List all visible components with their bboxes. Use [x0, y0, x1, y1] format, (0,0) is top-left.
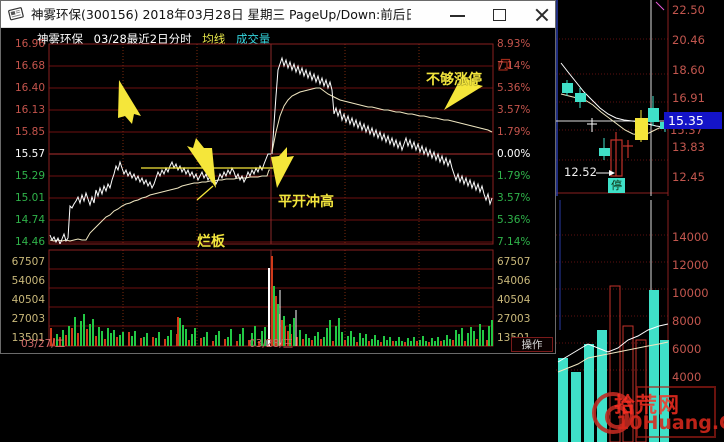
maximize-button[interactable]: [481, 1, 519, 28]
intraday-chart-area[interactable]: 神雾环保 03/28最近2日分时 均线 成交量: [1, 28, 555, 353]
window-titlebar: 神雾环保(300156) 2018年03月28日 星期三 PageUp/Down…: [1, 1, 555, 28]
chart-ma-label: 均线: [202, 32, 226, 46]
chart-range: 03/28最近2日分时: [93, 32, 192, 46]
kline-price-note: 12.52: [564, 165, 597, 179]
daily-kline-panel[interactable]: 22.50 20.46 18.60 16.91 13.83 12.45 15.3…: [556, 0, 724, 442]
operate-button[interactable]: 操作: [511, 337, 553, 352]
kline-volume-axis: 14000 12000 10000 8000 6000 4000: [672, 230, 709, 384]
intraday-window: 神雾环保(300156) 2018年03月28日 星期三 PageUp/Down…: [0, 0, 556, 354]
restore-icon-chart: [498, 58, 511, 71]
limit-up-marker: 停: [608, 178, 625, 193]
minimize-button[interactable]: [439, 1, 477, 28]
annotation-lanban: 烂板: [197, 234, 225, 250]
date-label-day2: 03/28/三: [249, 338, 294, 350]
daily-kline-plot: [556, 0, 724, 442]
kline-price-axis: 22.50 20.46 18.60 16.91 13.83 12.45: [672, 3, 705, 184]
window-title: 神雾环保(300156) 2018年03月28日 星期三 PageUp/Down…: [31, 7, 411, 22]
intraday-plot: [48, 43, 511, 347]
chart-volume-label: 成交量: [235, 32, 271, 46]
annotation-arrows: [118, 74, 483, 201]
chart-stock-name: 神雾环保: [37, 32, 83, 46]
kline-current-price-badge: 15.35: [664, 112, 722, 129]
chart-header: 神雾环保 03/28最近2日分时 均线 成交量: [37, 31, 277, 47]
date-label-day1: 03/27/二: [21, 338, 66, 350]
annotation-pingkai-chonggao: 平开冲高: [278, 194, 334, 210]
app-icon: [8, 7, 24, 21]
annotation-bugou-zhangting: 不够涨停: [426, 72, 482, 88]
